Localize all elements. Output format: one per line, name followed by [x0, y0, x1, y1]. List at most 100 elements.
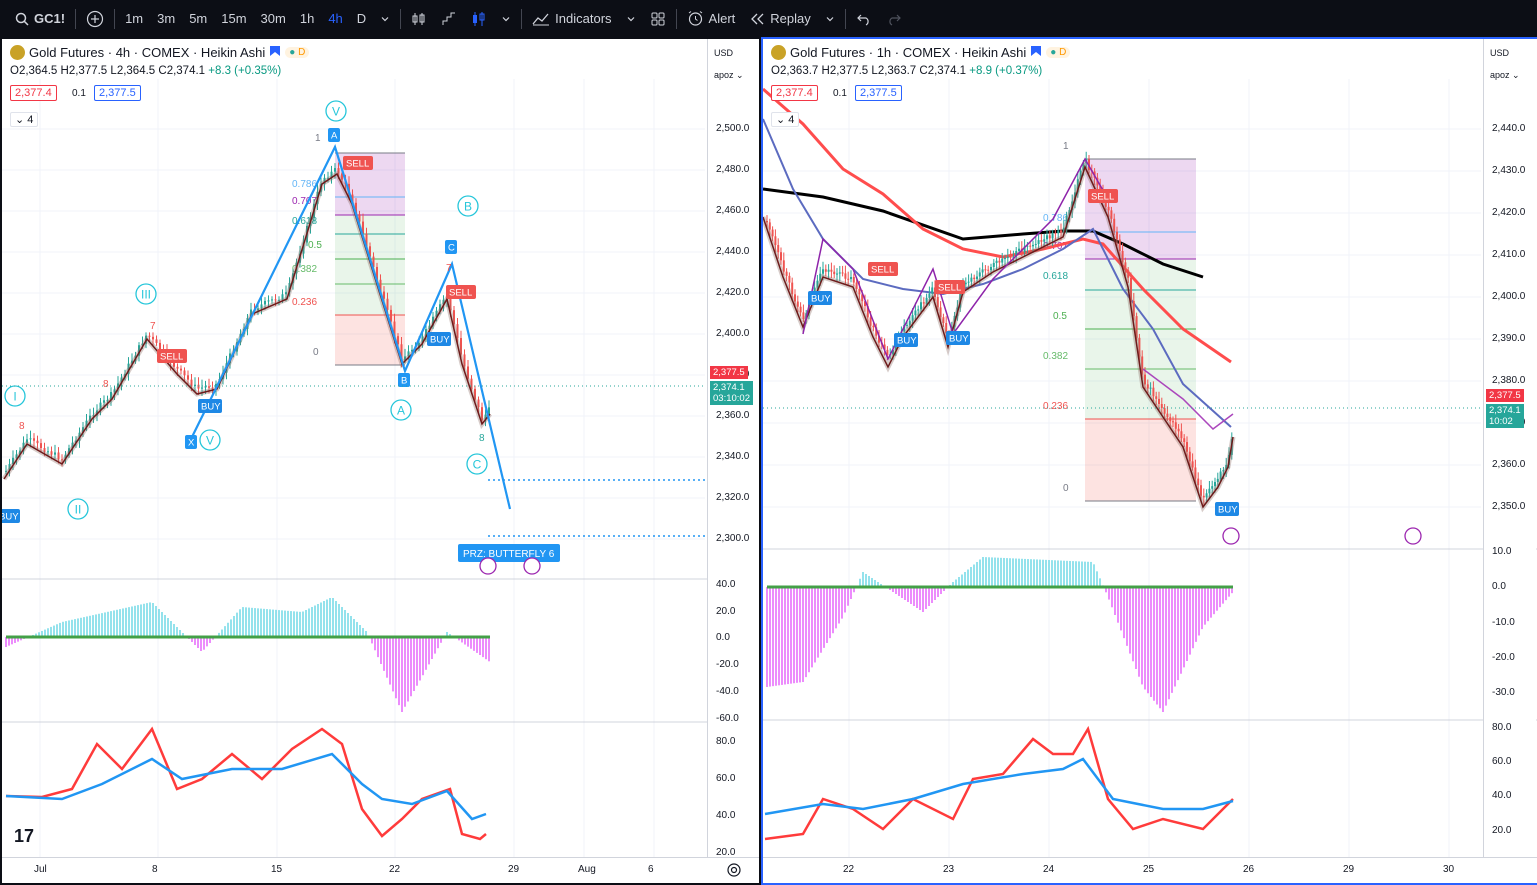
chart-type-dropdown[interactable] — [494, 0, 518, 37]
divider — [844, 8, 846, 29]
chart-pane-4h[interactable]: 1 0.786 0.707 0.618 0.5 0.382 0.236 0 X A B C PRZ: B… — [0, 37, 761, 885]
redo-button[interactable] — [879, 0, 909, 37]
interval-3m[interactable]: 3m — [157, 11, 176, 26]
interval-4h[interactable]: 4h — [328, 11, 343, 26]
wave-label-a-ring — [390, 399, 412, 421]
close-value: C2,374.1 — [158, 65, 206, 77]
candle — [1186, 442, 1188, 452]
time-axis[interactable]: 22 23 24 25 26 29 30 — [763, 857, 1537, 883]
sell-signal-bg — [868, 262, 898, 276]
candle — [61, 459, 63, 461]
legend-collapse-button[interactable]: ⌄ 4 — [10, 112, 39, 127]
time-axis[interactable]: Jul 8 15 22 29 Aug 6 17 — [2, 826, 759, 883]
candle — [425, 329, 427, 337]
chart-title[interactable]: Gold Futures · 1h · COMEX · Heikin Ashi — [790, 45, 1027, 60]
sell-price-box[interactable]: 2,377.4 — [10, 85, 57, 101]
time-tick: 22 — [843, 864, 855, 875]
lightning-icon — [1222, 527, 1240, 545]
buy-signal: BUY — [897, 336, 917, 347]
candle — [355, 202, 357, 215]
buy-signal-bg — [894, 333, 918, 347]
settings-icon[interactable] — [726, 862, 742, 881]
indicators-icon — [532, 12, 550, 26]
candle — [33, 438, 35, 441]
sell-price-box[interactable]: 2,377.4 — [771, 85, 818, 101]
price-tick: 2,440.0 — [1492, 123, 1526, 134]
replay-dropdown[interactable] — [818, 0, 842, 37]
candle — [771, 229, 774, 237]
candle — [1023, 246, 1026, 253]
buy-price-box[interactable]: 2,377.5 — [855, 85, 902, 101]
buy-price-box[interactable]: 2,377.5 — [94, 85, 141, 101]
currency-label[interactable]: USD — [714, 48, 734, 58]
price-tick: 2,420.0 — [716, 287, 750, 298]
interval-d[interactable]: D — [356, 11, 367, 26]
candle — [484, 414, 487, 421]
chart-canvas-4h[interactable]: 1 0.786 0.707 0.618 0.5 0.382 0.236 0 X A B C PRZ: B… — [2, 39, 759, 883]
ma-fast-line — [1142, 368, 1234, 430]
wave-label-a: A — [397, 404, 405, 418]
time-tick: Jul — [34, 864, 47, 875]
interval-5m[interactable]: 5m — [189, 11, 208, 26]
fib-label: 1 — [315, 133, 321, 144]
chart-title[interactable]: Gold Futures · 4h · COMEX · Heikin Ashi — [29, 45, 266, 60]
candle — [1202, 495, 1205, 498]
price-tick: 20.0 — [716, 606, 736, 617]
replay-button[interactable]: Replay — [742, 0, 817, 37]
search-icon — [15, 12, 29, 26]
candle — [925, 297, 928, 304]
candle — [822, 269, 824, 274]
scale-mode-label[interactable]: apoz ⌄ — [1490, 70, 1520, 80]
interval-dropdown[interactable] — [373, 0, 397, 37]
candle — [1113, 218, 1116, 232]
candle — [892, 349, 894, 355]
chart-pane-1h[interactable]: 1 0.786 0.707 0.618 0.5 0.382 0.236 0 BUY BUY BUY B… — [761, 37, 1537, 885]
line-style-button[interactable] — [434, 0, 464, 37]
candle — [976, 276, 978, 280]
alert-button[interactable]: Alert — [680, 0, 743, 37]
price-axis[interactable]: USD apoz ⌄ 2,500.0 2,480.0 2,460.0 2,440.0 2… — [707, 39, 759, 859]
candle — [358, 214, 361, 222]
price-axis[interactable]: USD apoz ⌄ 2,440.0 2,430.0 2,420.0 2,410.0 2… — [1483, 39, 1536, 859]
bars-style-button[interactable] — [404, 0, 434, 37]
candle — [995, 260, 998, 263]
indicators-dropdown[interactable] — [619, 0, 643, 37]
compare-symbol-button[interactable] — [79, 0, 111, 37]
candle — [917, 309, 920, 311]
candle — [827, 269, 830, 272]
pattern-point-c: C — [448, 243, 455, 254]
divider — [675, 8, 677, 29]
candle — [939, 307, 942, 318]
candle — [1141, 356, 1144, 375]
count-label: 8 — [103, 379, 109, 390]
candle — [1216, 478, 1219, 483]
interval-1h[interactable]: 1h — [299, 11, 315, 26]
interval-1m[interactable]: 1m — [125, 11, 144, 26]
candle — [864, 301, 866, 307]
symbol-search[interactable]: GC1! — [8, 0, 72, 37]
candle — [1051, 232, 1054, 239]
legend-collapse-button[interactable]: ⌄ 4 — [771, 112, 800, 127]
candle — [1037, 240, 1040, 245]
heikin-ashi-button[interactable] — [464, 0, 494, 37]
price-tick: -30.0 — [1492, 687, 1515, 698]
candle — [274, 299, 277, 301]
currency-label[interactable]: USD — [1490, 48, 1510, 58]
price-tick: 80.0 — [716, 736, 736, 747]
buy-signal-bg — [2, 509, 20, 523]
pattern-point-x-bg — [185, 435, 197, 449]
candle — [1155, 396, 1158, 399]
candle — [914, 310, 917, 316]
interval-30m[interactable]: 30m — [260, 11, 286, 26]
candle — [922, 302, 925, 304]
scale-mode-label[interactable]: apoz ⌄ — [714, 70, 744, 80]
templates-button[interactable] — [643, 0, 673, 37]
candle — [1225, 464, 1228, 470]
indicators-button[interactable]: Indicators — [525, 0, 618, 37]
undo-button[interactable] — [849, 0, 879, 37]
candle — [1130, 277, 1132, 301]
candle — [1026, 245, 1029, 247]
interval-15m[interactable]: 15m — [221, 11, 247, 26]
open-value: O2,363.7 — [771, 65, 819, 77]
